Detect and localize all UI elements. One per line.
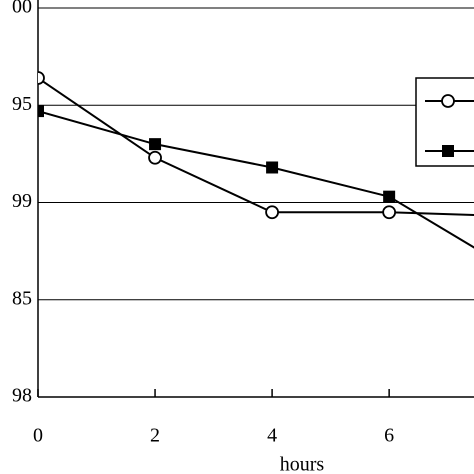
marker — [383, 190, 396, 203]
marker — [149, 138, 162, 151]
x-tick-label: 0 — [33, 425, 43, 447]
x-tick-label: 2 — [150, 425, 160, 447]
marker — [265, 205, 279, 220]
series-line — [38, 110, 474, 249]
y-tick-label: 95 — [12, 93, 32, 115]
legend-marker — [442, 145, 454, 157]
marker — [148, 150, 162, 165]
plot-area — [38, 71, 474, 249]
x-axis-label: hours — [280, 454, 325, 474]
marker — [38, 105, 44, 118]
x-tick-label: 6 — [384, 425, 394, 447]
marker — [38, 71, 45, 85]
y-tick-label: 00 — [12, 0, 32, 18]
y-tick-label: 98 — [12, 385, 32, 407]
marker — [382, 205, 397, 220]
marker — [266, 161, 279, 174]
x-tick-label: 4 — [267, 425, 277, 447]
series-line — [38, 77, 474, 217]
legend-marker — [441, 94, 455, 108]
y-tick-label: 85 — [12, 287, 32, 309]
y-tick-label: 99 — [12, 190, 32, 212]
